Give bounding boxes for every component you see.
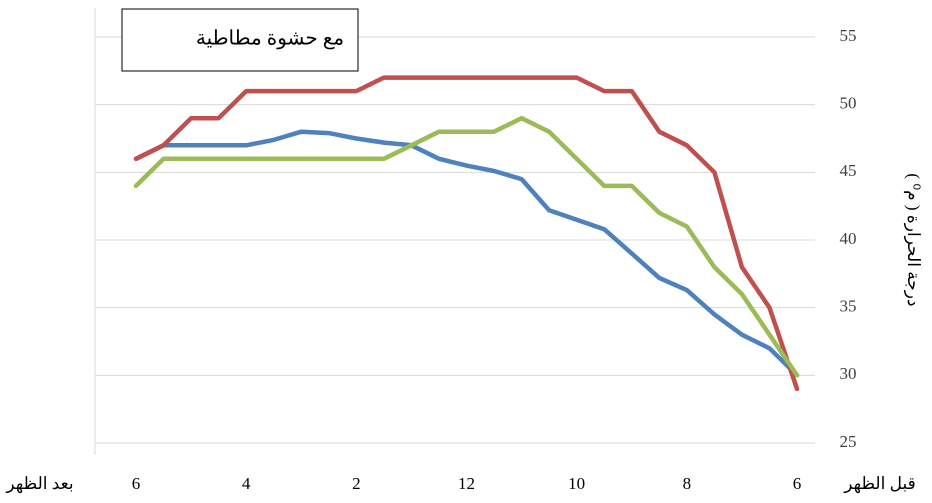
x-tick-label: 10	[568, 474, 585, 493]
x-tick-label: 8	[683, 474, 692, 493]
title-box	[121, 8, 359, 72]
y-tick-label: 35	[840, 297, 857, 316]
x-tick-label: 6	[132, 474, 141, 493]
y-tick-label: 40	[840, 229, 857, 248]
x-end-label: بعد الظهر	[5, 474, 73, 494]
series-line	[133, 75, 800, 392]
series-line	[133, 115, 800, 378]
chart-title: مع حشوة مطاطية	[196, 28, 344, 50]
y-tick-label: 45	[840, 161, 857, 180]
x-tick-label: 2	[352, 474, 361, 493]
x-tick-label: 6	[793, 474, 802, 493]
y-axis-label: درجة الحرارة ( م⁰ )	[903, 173, 923, 306]
x-tick-label: 12	[458, 474, 475, 493]
x-start-label: قبل الظهر	[843, 474, 915, 494]
y-tick-label: 55	[840, 26, 857, 45]
y-tick-label: 50	[840, 94, 857, 113]
series-line	[133, 129, 800, 378]
x-tick-label: 4	[242, 474, 251, 493]
plot-area: 25 30 35 40 45 50 55 6 8 10 12 2 4 6	[95, 26, 857, 493]
y-tick-label: 25	[840, 432, 857, 451]
y-tick-label: 30	[840, 364, 857, 383]
